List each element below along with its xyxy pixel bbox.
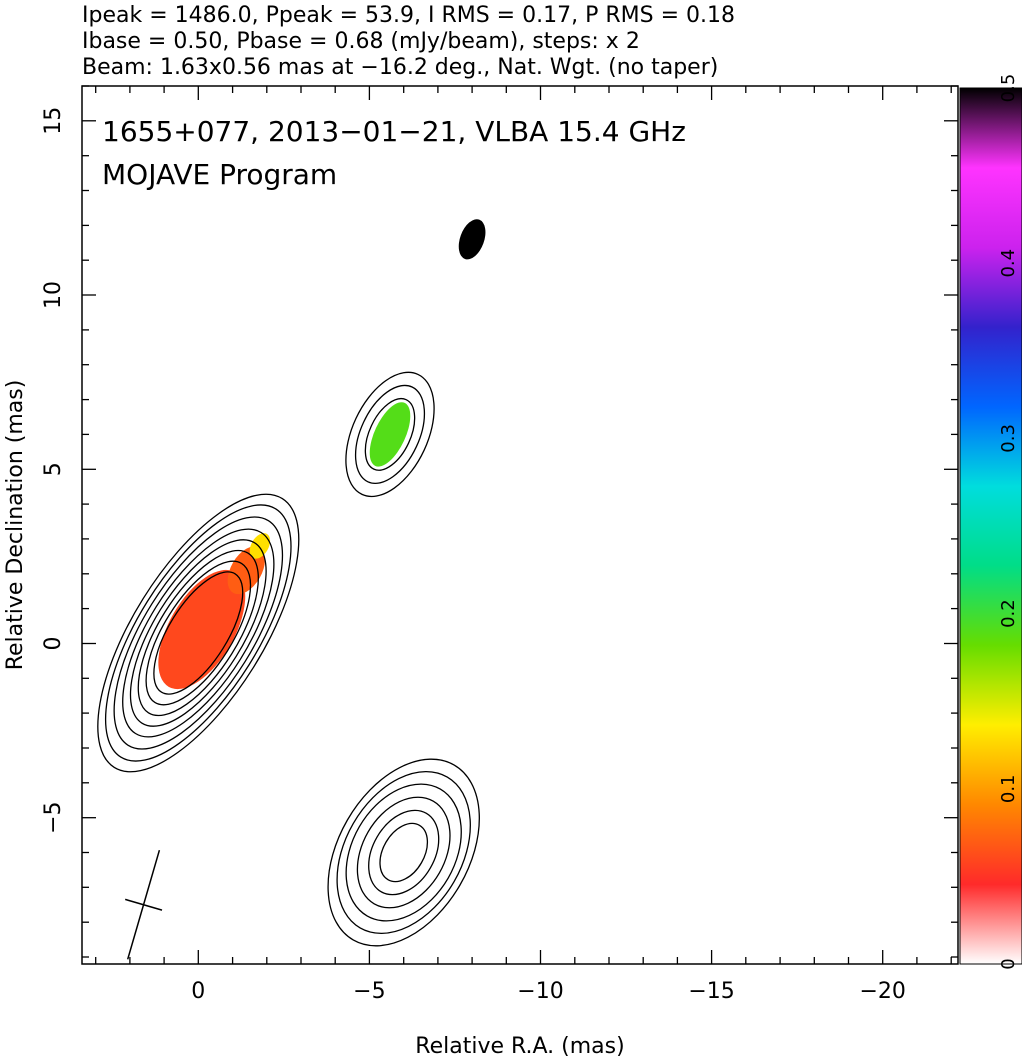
colorbar-tick-label: 0.2 xyxy=(998,599,1019,628)
contour-southern-feature-5 xyxy=(327,758,480,947)
header-line-1: Ipeak = 1486.0, Ppeak = 53.9, I RMS = 0.… xyxy=(82,3,735,28)
contour-southern-feature-0 xyxy=(379,822,429,883)
y-tick-label: 0 xyxy=(41,637,66,651)
colorbar-tick-label: 0.3 xyxy=(998,424,1019,453)
contour-jet-knot-5-2 xyxy=(345,371,435,498)
contour-core-4 xyxy=(122,528,275,738)
contour-southern-feature-2 xyxy=(356,796,451,909)
map-content xyxy=(97,219,486,960)
source-label: 1655+077, 2013−01−21, VLBA 15.4 GHz xyxy=(102,115,686,148)
contour-jet-knot-5-1 xyxy=(354,384,426,485)
y-tick-label: −5 xyxy=(41,801,66,833)
x-tick-label: 0 xyxy=(191,979,205,1004)
polarization-layer xyxy=(158,219,486,690)
contour-southern-feature-4 xyxy=(336,771,471,934)
plot-frame xyxy=(81,85,959,965)
x-tick-label: −10 xyxy=(517,979,563,1004)
y-axis-title: Relative Declination (mas) xyxy=(3,380,28,671)
contour-core-6 xyxy=(104,504,292,762)
y-tick-label: 10 xyxy=(41,281,66,309)
polarization-region-core-pol-tip xyxy=(249,533,271,559)
y-tick-label: 5 xyxy=(41,462,66,476)
header-line-3: Beam: 1.63x0.56 mas at −16.2 deg., Nat. … xyxy=(82,55,718,80)
axis-tick-labels: 0 −5 −10 −15 −20 −5 0 5 10 15 xyxy=(41,107,906,1004)
contour-core-7 xyxy=(97,493,300,773)
contour-core-0 xyxy=(153,571,244,695)
polarization-region-core-pol xyxy=(158,569,246,690)
colorbar-tick-label: 0.4 xyxy=(998,249,1019,278)
contour-layer xyxy=(97,371,480,947)
contour-core-3 xyxy=(129,539,267,727)
colorbar-tick-label: 0 xyxy=(998,958,1019,969)
colorbar xyxy=(959,87,1022,965)
axis-ticks xyxy=(82,85,958,964)
colorbar-tick-label: 0.5 xyxy=(998,74,1019,103)
colorbar-tick-label: 0.1 xyxy=(998,774,1019,803)
polarization-region-upper-pol xyxy=(458,219,486,260)
beam-layer xyxy=(124,849,163,960)
polarization-region-knot-pol xyxy=(369,402,411,467)
contour-jet-knot-5-0 xyxy=(364,397,416,471)
contour-core-5 xyxy=(113,516,284,750)
contour-southern-feature-3 xyxy=(345,783,462,922)
program-label: MOJAVE Program xyxy=(102,158,337,191)
header-line-2: Ibase = 0.50, Pbase = 0.68 (mJy/beam), s… xyxy=(82,29,640,54)
x-axis-title: Relative R.A. (mas) xyxy=(415,1034,624,1059)
contour-southern-feature-1 xyxy=(368,809,440,896)
beam-minor-axis xyxy=(124,898,163,911)
x-tick-label: −15 xyxy=(688,979,734,1004)
x-tick-label: −20 xyxy=(859,979,905,1004)
colorbar-labels: 0 0.1 0.2 0.3 0.4 0.5 xyxy=(998,74,1019,970)
contour-core-2 xyxy=(137,549,259,717)
contour-core-1 xyxy=(145,560,252,706)
y-tick-label: 15 xyxy=(41,107,66,135)
x-tick-label: −5 xyxy=(353,979,385,1004)
